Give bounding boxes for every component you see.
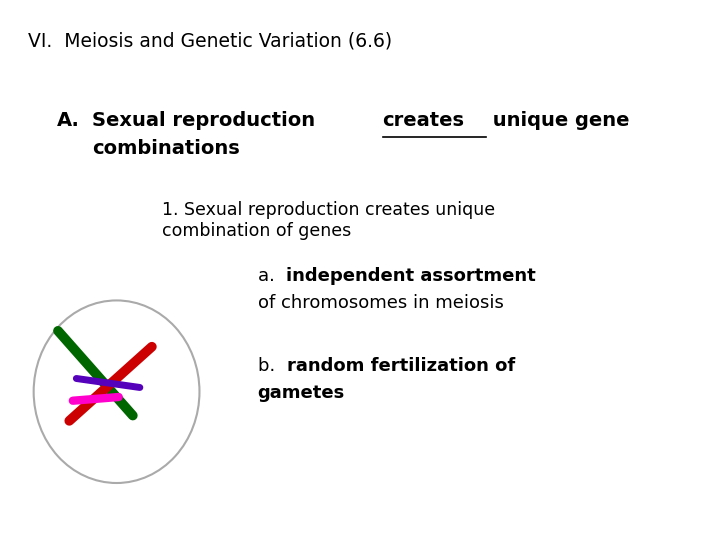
Text: A.: A. [57,111,79,130]
Text: Sexual reproduction: Sexual reproduction [92,111,322,130]
Text: VI.  Meiosis and Genetic Variation (6.6): VI. Meiosis and Genetic Variation (6.6) [28,32,392,51]
Text: a.: a. [258,267,280,285]
Text: creates: creates [382,111,464,130]
Text: of chromosomes in meiosis: of chromosomes in meiosis [258,294,503,312]
Text: random fertilization of: random fertilization of [287,357,515,375]
Text: combinations: combinations [92,139,240,158]
Text: b.: b. [258,357,281,375]
Text: 1. Sexual reproduction creates unique
combination of genes: 1. Sexual reproduction creates unique co… [163,201,495,240]
Text: gametes: gametes [258,383,345,402]
Text: unique gene: unique gene [486,111,630,130]
Text: independent assortment: independent assortment [287,267,536,285]
